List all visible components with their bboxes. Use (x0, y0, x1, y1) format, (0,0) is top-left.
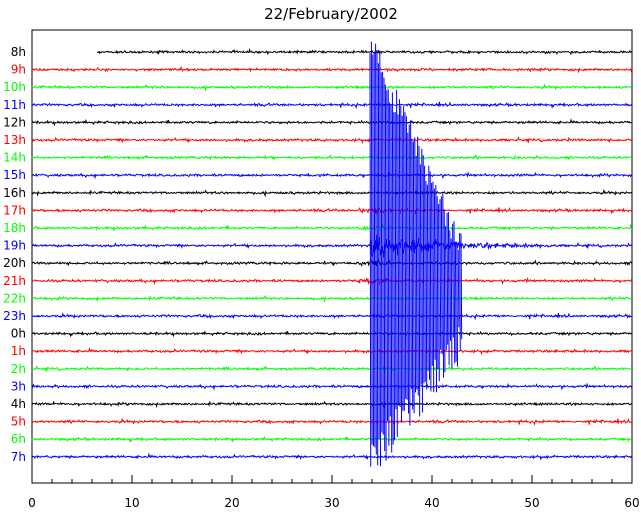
plot-frame (31, 29, 633, 484)
x-tick-label: 20 (224, 496, 239, 510)
trace-7h (31, 452, 633, 461)
trace-6h (31, 435, 633, 444)
trace-16h (31, 188, 633, 198)
trace-12h (31, 118, 632, 127)
hour-label-20h: 20h (3, 256, 26, 270)
hour-label-12h: 12h (3, 115, 26, 129)
trace-15h (31, 171, 632, 180)
hour-label-8h: 8h (11, 45, 26, 59)
hour-label-6h: 6h (11, 432, 26, 446)
hour-label-19h: 19h (3, 239, 26, 253)
x-tick-label: 50 (524, 496, 539, 510)
trace-21h (31, 276, 633, 286)
hour-label-2h: 2h (11, 362, 26, 376)
hour-label-3h: 3h (11, 379, 26, 393)
trace-4h (31, 400, 633, 409)
hour-label-21h: 21h (3, 274, 26, 288)
trace-19h (31, 234, 633, 258)
trace-14h (31, 153, 632, 162)
trace-2h (31, 364, 633, 373)
hour-label-11h: 11h (3, 98, 26, 112)
trace-23h (31, 312, 633, 321)
hour-label-9h: 9h (11, 63, 26, 77)
x-tick-label: 40 (424, 496, 439, 510)
hour-label-0h: 0h (11, 327, 26, 341)
trace-0h (31, 330, 633, 338)
hour-labels: 8h 9h 10h 11h 12h 13h 14h 15h 16h 17h 18h 19h 20h 21h… (3, 45, 26, 464)
x-tick-label: 10 (124, 496, 139, 510)
trace-13h (31, 136, 632, 144)
event-spikes (369, 41, 463, 467)
trace-20h (31, 258, 633, 267)
trace-1h (31, 346, 633, 356)
chart-title: 22/February/2002 (264, 5, 398, 23)
hour-label-18h: 18h (3, 221, 26, 235)
trace-22h (31, 295, 633, 303)
hour-label-4h: 4h (11, 397, 26, 411)
trace-8h (96, 47, 632, 56)
hour-label-22h: 22h (3, 291, 26, 305)
trace-3h (31, 382, 633, 391)
hour-label-7h: 7h (11, 450, 26, 464)
hour-label-23h: 23h (3, 309, 26, 323)
hour-label-13h: 13h (3, 133, 26, 147)
hour-label-14h: 14h (3, 151, 26, 165)
trace-17h (31, 206, 633, 216)
trace-9h (31, 65, 633, 74)
x-axis: 0 10 20 30 40 50 60 (28, 475, 640, 510)
hour-label-16h: 16h (3, 186, 26, 200)
trace-18h (31, 223, 633, 232)
hour-label-5h: 5h (11, 415, 26, 429)
hour-label-1h: 1h (11, 344, 26, 358)
x-tick-label: 60 (624, 496, 639, 510)
hour-label-10h: 10h (3, 80, 26, 94)
trace-5h (31, 417, 633, 426)
trace-10h (31, 83, 633, 92)
x-tick-label: 0 (28, 496, 36, 510)
seismic-traces (31, 41, 633, 467)
hour-label-17h: 17h (3, 203, 26, 217)
hour-label-15h: 15h (3, 168, 26, 182)
trace-11h (32, 101, 633, 110)
x-tick-label: 30 (324, 496, 339, 510)
